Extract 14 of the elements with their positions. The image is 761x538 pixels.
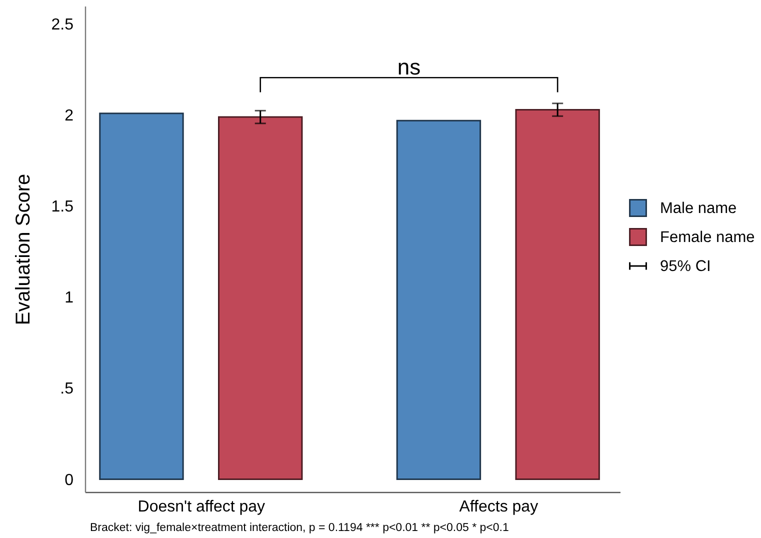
y-tick-label: .5 [60,380,74,398]
y-tick-label: 1 [64,290,74,307]
text: 95% CI [660,258,711,275]
y-tick-label: 2 [64,108,74,125]
y-tick-label: 2.5 [51,16,74,34]
y-tick-label: 0 [64,472,74,489]
legend-label: Female name [660,229,755,246]
y-tick-label: 1.5 [51,198,74,216]
text: Bracket: vig_female×treatment interaction, p = 0.1194 *** p<0.01 ** p<0.05 * p<0.1 [90,522,509,534]
x-tick-label: Doesn't affect pay [138,498,266,516]
x-tick-label: Affects pay [459,498,538,516]
legend-label: Male name [660,200,737,217]
annotation: ns [397,54,421,80]
y-axis-title: Evaluation Score [12,174,34,326]
